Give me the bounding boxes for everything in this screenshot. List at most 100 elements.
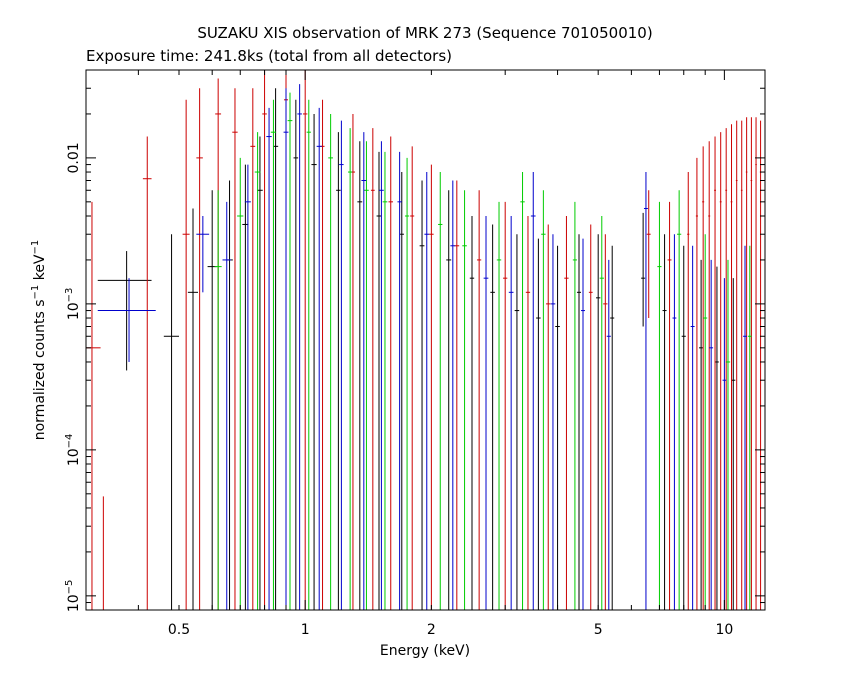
data-point bbox=[477, 190, 482, 610]
data-point bbox=[725, 128, 728, 610]
data-point bbox=[446, 190, 452, 610]
data-point bbox=[541, 190, 546, 610]
data-point bbox=[306, 99, 311, 610]
data-point bbox=[287, 92, 293, 610]
data-point bbox=[254, 132, 261, 610]
data-point bbox=[454, 180, 460, 610]
data-point bbox=[643, 172, 648, 610]
data-point bbox=[610, 245, 615, 610]
x-tick-labels: 0.5 1 2 5 10 bbox=[168, 622, 733, 638]
data-point bbox=[662, 234, 667, 610]
data-point bbox=[719, 132, 722, 610]
data-point bbox=[606, 259, 611, 610]
data-point bbox=[196, 88, 203, 610]
data-point bbox=[576, 234, 582, 610]
data-point bbox=[336, 132, 341, 610]
data-point bbox=[743, 245, 747, 610]
data-point bbox=[262, 70, 267, 610]
series-1 bbox=[86, 70, 762, 610]
data-point bbox=[740, 120, 743, 610]
x-tick-label: 2 bbox=[427, 622, 436, 638]
y-axis-label-sup2: −1 bbox=[30, 240, 41, 255]
data-point bbox=[311, 113, 317, 610]
y-tick-label: 10−5 bbox=[64, 580, 82, 613]
y-tick-base: 10 bbox=[66, 448, 82, 466]
data-point bbox=[410, 146, 415, 610]
data-point bbox=[546, 224, 551, 610]
data-point bbox=[714, 136, 716, 610]
data-point bbox=[657, 201, 662, 610]
data-point bbox=[508, 215, 514, 610]
data-point bbox=[339, 120, 344, 610]
data-point bbox=[97, 278, 156, 362]
data-point bbox=[641, 212, 646, 327]
data-point bbox=[438, 172, 443, 610]
y-axis-label-sup1: −1 bbox=[30, 285, 41, 300]
x-tick-label: 1 bbox=[301, 622, 310, 638]
data-point bbox=[450, 180, 456, 610]
data-point bbox=[207, 190, 217, 610]
data-point bbox=[603, 234, 608, 610]
data-point bbox=[703, 234, 708, 610]
data-point bbox=[382, 151, 388, 610]
data-point bbox=[370, 128, 375, 610]
data-point bbox=[214, 190, 222, 610]
data-point bbox=[399, 172, 404, 610]
data-point bbox=[250, 88, 256, 610]
data-point bbox=[462, 190, 467, 610]
x-tick-label: 5 bbox=[594, 622, 603, 638]
data-point bbox=[755, 117, 757, 610]
y-axis-label-mid: keV bbox=[32, 254, 48, 285]
data-point bbox=[715, 266, 719, 610]
data-point bbox=[350, 113, 356, 610]
data-point bbox=[397, 151, 402, 610]
data-point bbox=[747, 245, 752, 610]
data-point bbox=[646, 190, 651, 319]
y-tick-exponent: −3 bbox=[64, 288, 75, 303]
data-point bbox=[695, 157, 698, 610]
data-point bbox=[237, 157, 244, 610]
data-point bbox=[745, 117, 748, 610]
data-point bbox=[244, 164, 251, 610]
data-point bbox=[242, 164, 249, 610]
data-point bbox=[364, 141, 369, 610]
y-axis-label: normalized counts s−1 keV−1 bbox=[30, 240, 48, 441]
x-axis-label: Energy (keV) bbox=[380, 643, 470, 659]
data-point bbox=[572, 201, 577, 610]
data-point bbox=[759, 120, 762, 610]
series-2 bbox=[214, 92, 752, 610]
data-point bbox=[520, 172, 525, 610]
data-point bbox=[293, 99, 299, 610]
data-point bbox=[681, 245, 686, 610]
data-point bbox=[187, 208, 198, 610]
data-point bbox=[564, 215, 569, 610]
data-point bbox=[404, 157, 410, 610]
y-tick-base: 10 bbox=[66, 302, 82, 320]
data-point bbox=[347, 128, 353, 610]
y-tick-labels: 10−510−410−30.01 bbox=[64, 142, 82, 612]
series-3 bbox=[97, 84, 747, 610]
data-point bbox=[328, 113, 333, 610]
data-point bbox=[722, 278, 727, 610]
data-point bbox=[599, 215, 604, 610]
y-tick-label: 10−4 bbox=[64, 434, 82, 467]
x-tick-label: 0.5 bbox=[168, 622, 190, 638]
y-tick-label: 10−3 bbox=[64, 288, 82, 321]
data-point bbox=[581, 238, 585, 610]
data-point bbox=[708, 141, 711, 610]
data-point bbox=[419, 180, 425, 610]
data-point bbox=[376, 151, 382, 610]
data-point bbox=[222, 201, 231, 610]
chart-title: SUZAKU XIS observation of MRK 273 (Seque… bbox=[197, 24, 652, 42]
y-tick-exponent: −5 bbox=[64, 580, 75, 595]
data-point bbox=[514, 234, 520, 610]
y-tick-exponent: −4 bbox=[64, 434, 75, 449]
data-point bbox=[709, 259, 714, 610]
data-point bbox=[550, 234, 556, 610]
y-tick-label: 0.01 bbox=[66, 142, 82, 173]
data-point bbox=[320, 99, 325, 610]
data-point bbox=[361, 132, 367, 610]
plot-area: 0.5 1 2 5 10 10−510−410−30.01 bbox=[64, 69, 766, 638]
data-point bbox=[379, 141, 384, 610]
